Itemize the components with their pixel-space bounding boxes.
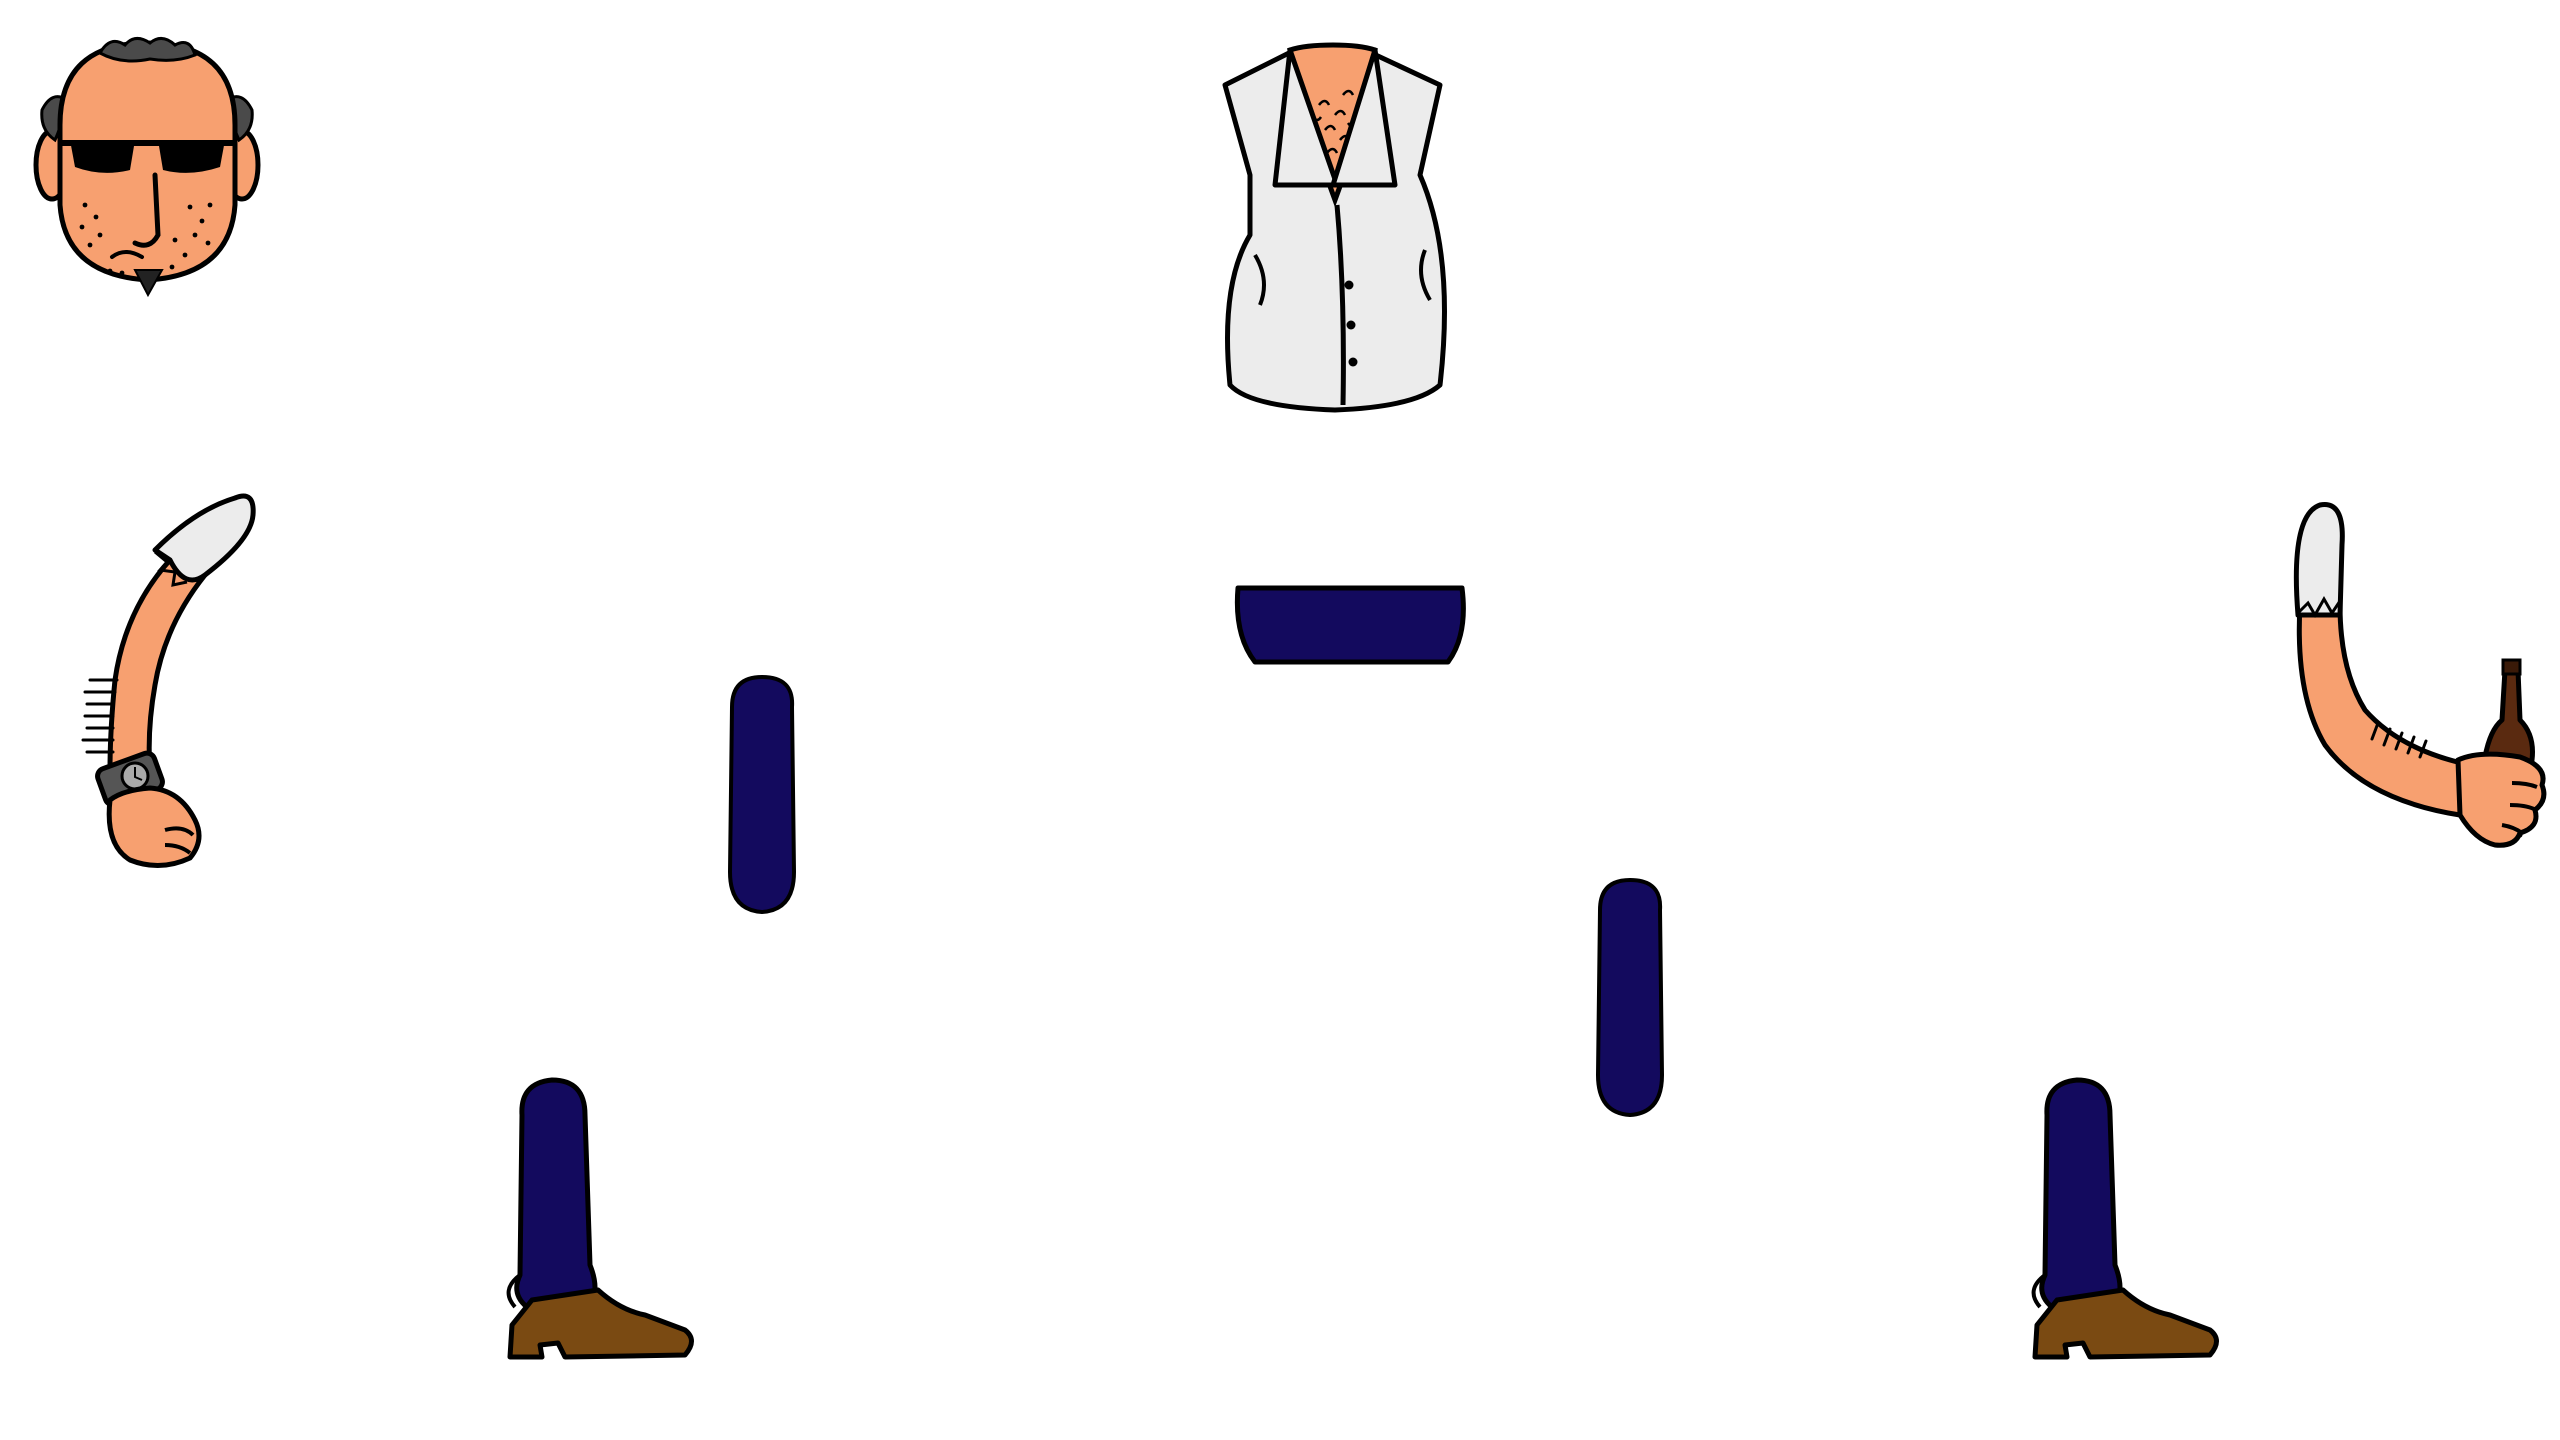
right-thigh-part[interactable]: [1590, 875, 1670, 1120]
shin-with-boot-icon: [2031, 1077, 2219, 1360]
left-arm-part[interactable]: [55, 490, 265, 880]
shin-with-boot-icon: [506, 1077, 694, 1360]
head-part[interactable]: [30, 35, 261, 305]
left-shin-part[interactable]: [480, 1075, 705, 1370]
right-arm-part[interactable]: [2280, 495, 2550, 855]
torso-white-shirt-icon: [1222, 42, 1447, 413]
torso-part[interactable]: [1215, 35, 1475, 415]
thigh-trousers-icon: [1595, 877, 1665, 1118]
pelvis-part[interactable]: [1230, 580, 1470, 670]
head-sunglasses-goatee-icon: [33, 37, 261, 298]
left-thigh-part[interactable]: [722, 672, 802, 917]
thigh-trousers-icon: [727, 674, 797, 915]
pelvis-trousers-icon: [1234, 585, 1466, 665]
arm-with-watch-icon: [81, 493, 256, 868]
arm-holding-bottle-icon: [2293, 502, 2547, 848]
right-shin-part[interactable]: [2005, 1075, 2230, 1370]
